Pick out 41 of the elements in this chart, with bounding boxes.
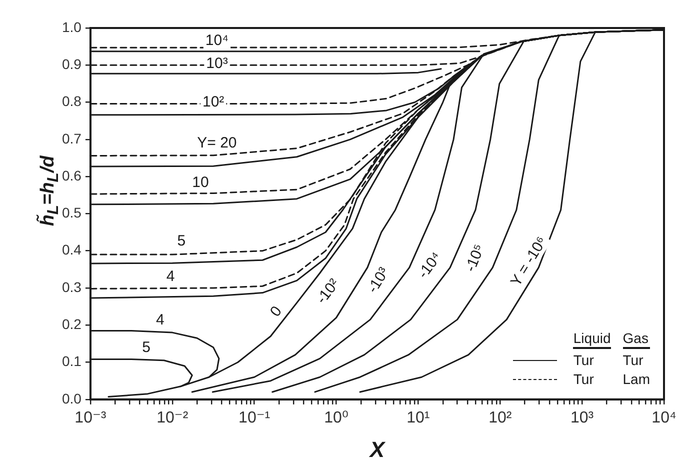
- annotation: 5: [177, 232, 186, 250]
- x-tick-label: 10⁰: [324, 409, 348, 426]
- annotation: 10⁴: [205, 32, 229, 50]
- annotation: Lam: [622, 371, 650, 388]
- annotation: Tur: [573, 352, 595, 368]
- y-tick-label: 0.7: [62, 130, 82, 146]
- annotation: 5: [142, 338, 150, 356]
- annotation: Y= 20: [197, 134, 237, 152]
- y-tick-label: 1.0: [62, 18, 82, 35]
- annotation: 10²: [202, 93, 224, 110]
- x-tick-label: 10⁻²: [156, 409, 189, 426]
- x-tick-label: 10⁻³: [74, 409, 107, 426]
- y-tick-label: 0.4: [62, 242, 82, 258]
- y-tick-label: 0.1: [62, 353, 82, 370]
- annotation: Tur: [573, 371, 595, 388]
- annotation: 4: [166, 268, 175, 285]
- annotation: -10³: [364, 264, 393, 296]
- annotation: 10: [192, 174, 209, 192]
- x-axis-title: X: [368, 436, 386, 462]
- x-tick-label: 10³: [570, 409, 594, 426]
- x-tick-label: 10⁴: [652, 409, 676, 426]
- x-tick-label: 10⁻¹: [238, 409, 270, 426]
- annotation: -10⁵: [462, 242, 488, 274]
- annotation: Gas: [622, 330, 650, 350]
- annotation: 4: [156, 311, 164, 328]
- annotation: 0: [266, 303, 286, 320]
- y-tick-label: 0.8: [62, 93, 82, 110]
- annotation: 10³: [206, 55, 228, 72]
- x-tick-label: 10¹: [406, 409, 430, 426]
- y-tick-label: 0.2: [62, 316, 82, 332]
- annotation: Liquid: [573, 330, 611, 350]
- annotation: Y = -10⁶: [507, 234, 551, 290]
- annotation: -10⁴: [414, 249, 446, 282]
- y-tick-label: 0.0: [62, 390, 82, 406]
- x-tick-label: 10²: [488, 409, 512, 426]
- y-tick-label: 0.9: [62, 56, 82, 72]
- y-tick-label: 0.3: [62, 278, 82, 295]
- annotation: Tur: [622, 352, 644, 368]
- y-tick-label: 0.6: [62, 167, 82, 184]
- annotation: -10²: [313, 276, 343, 308]
- y-tick-label: 0.5: [62, 204, 82, 221]
